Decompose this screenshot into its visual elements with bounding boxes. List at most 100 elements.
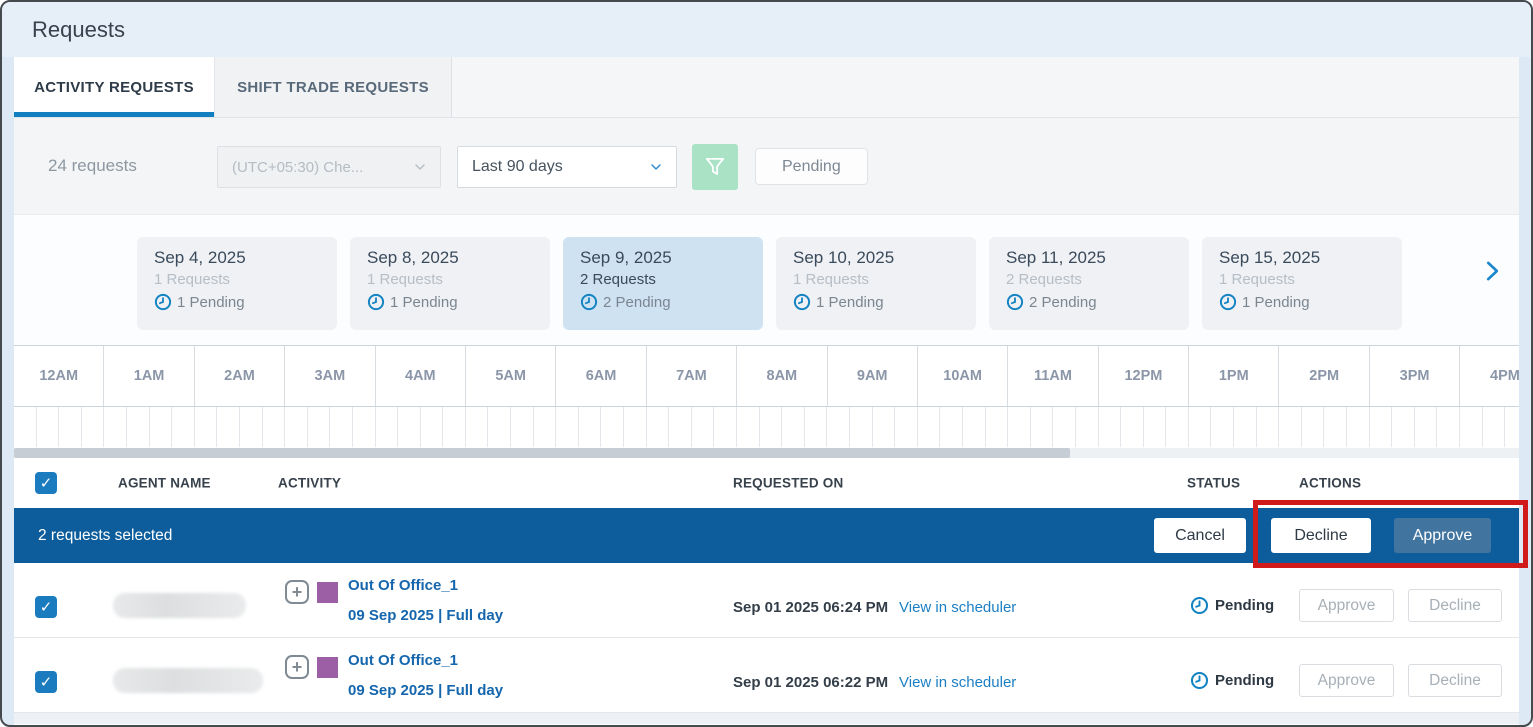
date-card-sep-9-selected[interactable]: Sep 9, 2025 2 Requests 2 Pending: [563, 237, 763, 330]
tab-shift-trade-requests[interactable]: SHIFT TRADE REQUESTS: [215, 57, 452, 117]
clock-icon: [367, 293, 385, 311]
timeline: 12AM 1AM 2AM 3AM 4AM 5AM 6AM 7AM 8AM 9AM 10AM 11AM 1…: [14, 345, 1519, 458]
date-card-pending: 2 Pending: [1029, 293, 1097, 311]
tab-activity-requests[interactable]: ACTIVITY REQUESTS: [14, 57, 215, 117]
tick-cell: [466, 407, 489, 447]
tick-cell: [1076, 407, 1099, 447]
row-checkbox[interactable]: ✓: [35, 671, 57, 693]
view-in-scheduler-link[interactable]: View in scheduler: [899, 674, 1017, 691]
date-card-date: Sep 11, 2025: [1006, 248, 1106, 267]
row-approve-button[interactable]: Approve: [1299, 664, 1394, 697]
date-card-sep-8[interactable]: Sep 8, 2025 1 Requests 1 Pending: [350, 237, 550, 330]
date-card-requests: 1 Requests: [1219, 271, 1295, 288]
activity-name-link[interactable]: Out Of Office_1: [348, 652, 459, 669]
tab-activity-requests-label: ACTIVITY REQUESTS: [34, 78, 194, 96]
clock-icon: [1006, 293, 1024, 311]
row-checkbox[interactable]: ✓: [35, 596, 57, 618]
clock-icon: [580, 293, 598, 311]
date-card-sep-4[interactable]: Sep 4, 2025 1 Requests 1 Pending: [137, 237, 337, 330]
date-card-requests: 1 Requests: [367, 271, 443, 288]
date-card-requests: 2 Requests: [1006, 271, 1082, 288]
tick-cell: [1505, 407, 1519, 447]
status-cell: Pending: [1190, 671, 1274, 690]
main-panel: ACTIVITY REQUESTS SHIFT TRADE REQUESTS 2…: [14, 57, 1519, 725]
tab-shift-trade-requests-label: SHIFT TRADE REQUESTS: [237, 78, 429, 96]
decline-selected-button[interactable]: Decline: [1271, 518, 1371, 553]
hour-cell-8am: 8AM: [737, 346, 828, 406]
timeline-scrollbar-thumb[interactable]: [14, 448, 1070, 458]
chevron-down-icon: [415, 164, 425, 170]
row-decline-button[interactable]: Decline: [1408, 664, 1502, 697]
date-card-date: Sep 4, 2025: [154, 248, 246, 267]
date-card-pending: 1 Pending: [816, 293, 884, 311]
select-all-checkbox[interactable]: ✓: [35, 472, 57, 494]
filter-button[interactable]: [692, 144, 738, 190]
date-card-sep-10[interactable]: Sep 10, 2025 1 Requests 1 Pending: [776, 237, 976, 330]
timezone-dropdown[interactable]: (UTC+05:30) Che...: [217, 146, 441, 188]
carousel-next-button[interactable]: [1477, 257, 1507, 287]
clock-icon: [1190, 671, 1209, 690]
hour-cell-7am: 7AM: [647, 346, 738, 406]
tick-cell: [376, 407, 399, 447]
hour-cell-9am: 9AM: [828, 346, 918, 406]
date-card-pending: 1 Pending: [177, 293, 245, 311]
row-approve-button[interactable]: Approve: [1299, 589, 1394, 622]
tab-bar: ACTIVITY REQUESTS SHIFT TRADE REQUESTS: [14, 57, 1519, 118]
expand-row-button[interactable]: +: [285, 655, 309, 679]
date-card-requests: 2 Requests: [580, 271, 656, 288]
tick-cell: [150, 407, 173, 447]
tick-cell: [421, 407, 444, 447]
tick-cell: [647, 407, 670, 447]
column-header-agent-name: AGENT NAME: [118, 475, 211, 491]
timeline-hours: 12AM 1AM 2AM 3AM 4AM 5AM 6AM 7AM 8AM 9AM 10AM 11AM 1…: [14, 346, 1519, 407]
date-card-sep-15[interactable]: Sep 15, 2025 1 Requests 1 Pending: [1202, 237, 1402, 330]
pending-filter-chip-label: Pending: [782, 157, 841, 175]
cancel-selection-button[interactable]: Cancel: [1154, 518, 1246, 553]
hour-cell-3am: 3AM: [285, 346, 376, 406]
tick-cell: [127, 407, 150, 447]
pending-filter-chip[interactable]: Pending: [755, 148, 868, 185]
column-header-actions: ACTIONS: [1299, 475, 1362, 491]
tick-cell: [308, 407, 331, 447]
tick-cell: [488, 407, 512, 447]
tick-cell: [398, 407, 421, 447]
activity-date-link[interactable]: 09 Sep 2025 | Full day: [348, 607, 504, 624]
bottom-strip: [14, 713, 1519, 724]
requested-on-value: Sep 01 2025 06:24 PM: [733, 599, 889, 616]
date-range-dropdown[interactable]: Last 90 days: [457, 146, 677, 188]
tick-cell: [104, 407, 127, 447]
hour-cell-2am: 2AM: [195, 346, 286, 406]
date-carousel: Sep 4, 2025 1 Requests 1 Pending Sep 8, …: [14, 215, 1519, 345]
approve-selected-button[interactable]: Approve: [1394, 518, 1491, 553]
tick-cell: [850, 407, 873, 447]
view-in-scheduler-link[interactable]: View in scheduler: [899, 599, 1017, 616]
filter-bar: 24 requests (UTC+05:30) Che... Last 90 d…: [14, 118, 1519, 215]
tick-cell: [217, 407, 240, 447]
expand-row-button[interactable]: +: [285, 580, 309, 604]
tick-cell: [1121, 407, 1144, 447]
table-row: ✓ + Out Of Office_1 09 Sep 2025 | Full d…: [14, 638, 1519, 713]
chevron-down-icon: [651, 164, 661, 170]
tick-cell: [1189, 407, 1212, 447]
tick-cell: [1053, 407, 1076, 447]
hour-cell-11am: 11AM: [1008, 346, 1099, 406]
column-header-status: STATUS: [1187, 475, 1241, 491]
tick-cell: [692, 407, 715, 447]
tick-cell: [714, 407, 737, 447]
tick-cell: [601, 407, 625, 447]
activity-name-link[interactable]: Out Of Office_1: [348, 577, 459, 594]
status-cell: Pending: [1190, 596, 1274, 615]
tick-cell: [1144, 407, 1167, 447]
tick-cell: [1437, 407, 1460, 447]
activity-date-link[interactable]: 09 Sep 2025 | Full day: [348, 682, 504, 699]
date-cards-strip: Sep 4, 2025 1 Requests 1 Pending Sep 8, …: [137, 237, 1402, 330]
tick-cell: [263, 407, 286, 447]
tick-cell: [443, 407, 466, 447]
date-card-sep-11[interactable]: Sep 11, 2025 2 Requests 2 Pending: [989, 237, 1189, 330]
row-decline-button[interactable]: Decline: [1408, 589, 1502, 622]
tick-cell: [1347, 407, 1370, 447]
tick-cell: [1324, 407, 1348, 447]
tick-cell: [782, 407, 805, 447]
column-header-activity: ACTIVITY: [278, 475, 342, 491]
